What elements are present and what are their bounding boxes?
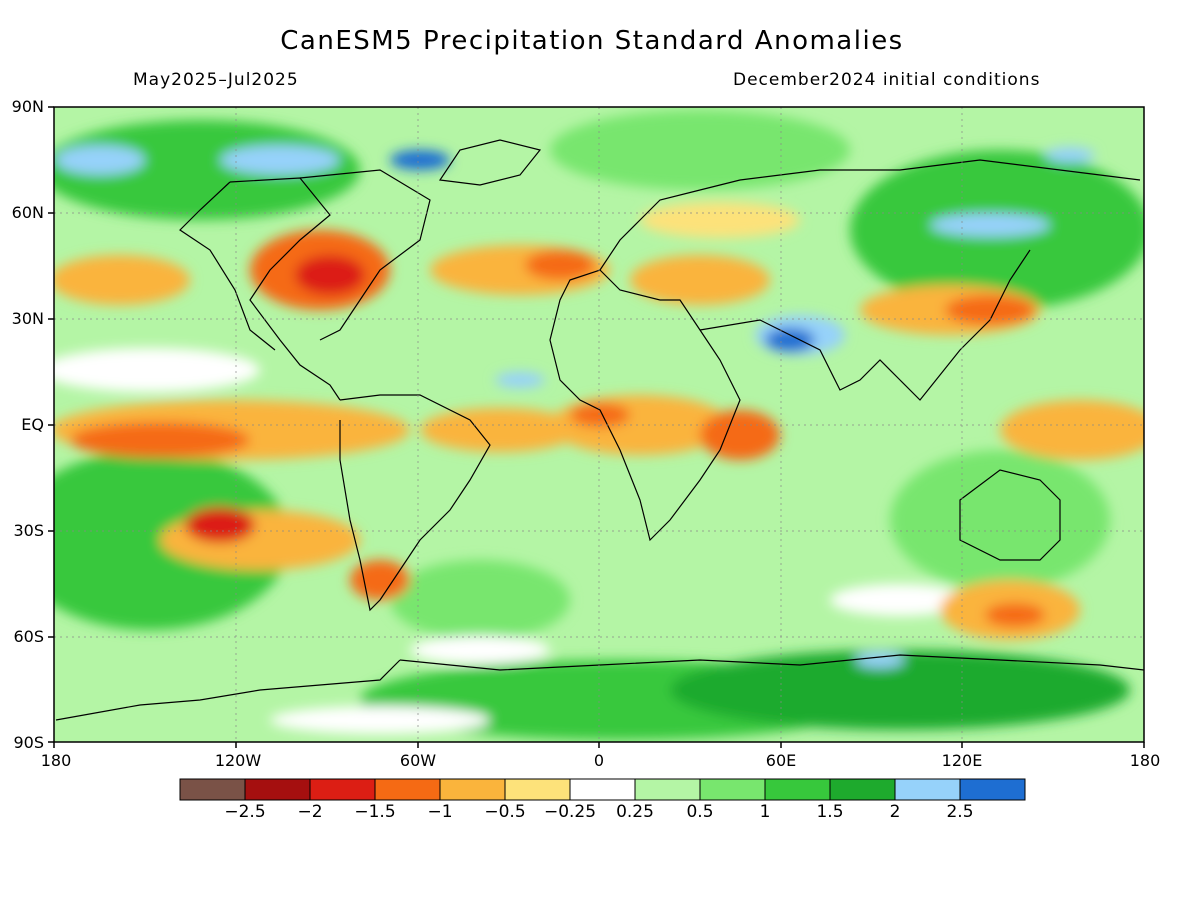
colorbar-label: −0.25 (543, 802, 597, 822)
lon-label-0: 0 (593, 751, 605, 770)
colorbar-swatch (309, 778, 376, 801)
lat-label-90n: 90N (11, 97, 44, 116)
colorbar-swatch (504, 778, 571, 801)
colorbar-label: −1.5 (354, 802, 396, 822)
map-title: CanESM5 Precipitation Standard Anomalies (280, 26, 904, 56)
lon-label-180e: 180 (1129, 751, 1161, 770)
colorbar-swatch (569, 778, 636, 801)
colorbar-label: 2 (889, 802, 901, 822)
colorbar-label: 1 (759, 802, 771, 822)
lat-label-eq: EQ (21, 415, 44, 434)
colorbar-swatch (894, 778, 961, 801)
colorbar-swatch (244, 778, 311, 801)
colorbar-label: −1 (427, 802, 453, 822)
colorbar-swatch (179, 778, 246, 801)
colorbar-label: −2.5 (224, 802, 266, 822)
colorbar-label: −0.5 (484, 802, 526, 822)
lat-label-60n: 60N (11, 203, 44, 222)
colorbar-label: 2.5 (946, 802, 974, 822)
lon-label-180w: 180 (40, 751, 72, 770)
anomaly-field (54, 107, 1144, 742)
forecast-period: May2025–Jul2025 (133, 70, 299, 90)
colorbar-swatch (764, 778, 831, 801)
lon-label-60w: 60W (399, 751, 437, 770)
colorbar-swatch (959, 778, 1026, 801)
lon-label-60e: 60E (765, 751, 797, 770)
lat-label-30n: 30N (11, 309, 44, 328)
graticule (54, 107, 1144, 742)
lat-label-90s: 90S (13, 733, 44, 752)
colorbar-swatch (439, 778, 506, 801)
lon-label-120w: 120W (214, 751, 262, 770)
colorbar-swatch (829, 778, 896, 801)
coastlines (55, 139, 1144, 721)
initial-conditions: December2024 initial conditions (733, 70, 1041, 90)
colorbar-swatch (699, 778, 766, 801)
colorbar-label: −2 (297, 802, 323, 822)
lat-label-60s: 60S (13, 627, 44, 646)
colorbar-label: 0.25 (616, 802, 654, 822)
colorbar-label: 0.5 (686, 802, 714, 822)
colorbar-label: 1.5 (816, 802, 844, 822)
colorbar-swatch (374, 778, 441, 801)
colorbar-swatch (634, 778, 701, 801)
lat-label-30s: 30S (13, 521, 44, 540)
map-frame (48, 106, 1145, 748)
lon-label-120e: 120E (941, 751, 983, 770)
colorbar (179, 778, 1026, 801)
